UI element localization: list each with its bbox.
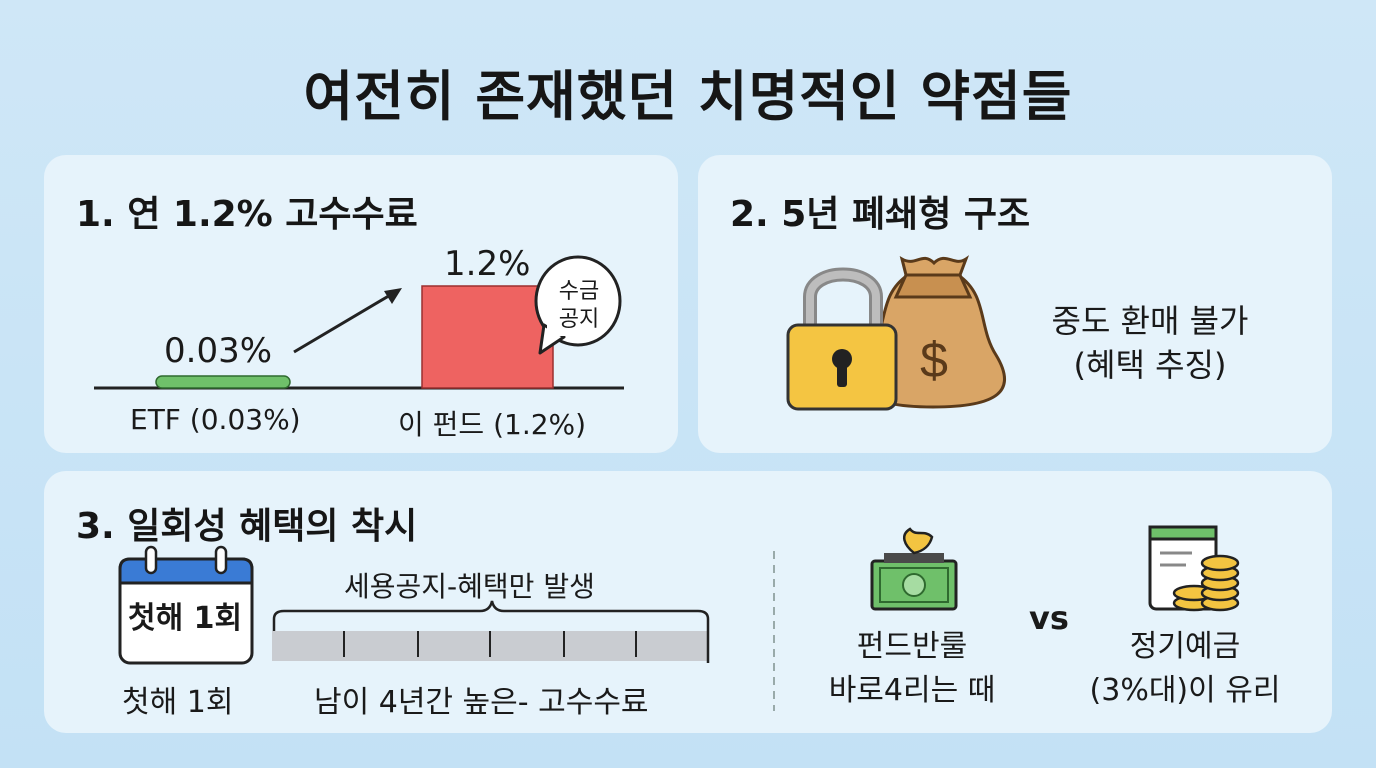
page-title: 여전히 존재했던 치명적인 약점들 (303, 65, 1073, 128)
fund-return-line1: 펀드반룰 (856, 629, 968, 664)
timeline-ticks (343, 631, 637, 657)
calendar-text: 첫해 1회 (128, 601, 243, 636)
vs-label: vs (1029, 599, 1069, 637)
lock-card: 2. 5년 폐쇄형 구조 $ 중도 환매 불가 (혜택 추징) (698, 155, 1332, 453)
bubble-line1: 수금 (558, 279, 600, 304)
lock-line2: (혜택 추징) (1073, 346, 1227, 384)
fee-card: 1. 연 1.2% 고수수료 0.03% 1.2% 수금 공지 ETF (0.0… (44, 155, 678, 453)
once-card: 3. 일회성 혜택의 착시 (44, 471, 1332, 733)
arrow-head-icon (384, 288, 402, 304)
calendar-caption: 첫해 1회 (122, 685, 234, 720)
arrow-line (293, 292, 393, 354)
etf-bar (155, 375, 291, 389)
deposit-line1: 정기예금 (1129, 629, 1241, 664)
etf-value-label: 0.03% (164, 331, 273, 371)
fund-value-label: 1.2% (444, 244, 531, 284)
fee-chart (94, 255, 624, 390)
fund-axis-label: 이 펀드 (1.2%) (398, 408, 587, 441)
fund-bar (421, 285, 554, 389)
once-heading: 3. 일회성 혜택의 착시 (76, 506, 418, 547)
brace (272, 600, 710, 663)
savings-coins-icon (1148, 525, 1240, 612)
fund-return-line2: 바로4리는 때 (828, 673, 996, 708)
speech-bubble-icon (534, 255, 622, 355)
fee-heading: 1. 연 1.2% 고수수료 (76, 194, 418, 235)
timeline-caption: 남이 4년간 높은- 고수수료 (314, 685, 649, 720)
brace-label: 세용공지-혜택만 발생 (344, 570, 595, 603)
deposit-line2: (3%대)이 유리 (1089, 673, 1281, 708)
lock-line1: 중도 환매 불가 (1051, 302, 1249, 340)
calendar-icon (118, 545, 254, 665)
bubble-line2: 공지 (558, 307, 600, 332)
svg-text:$: $ (920, 332, 948, 388)
padlock-icon (786, 267, 898, 411)
cash-refund-icon (870, 527, 958, 611)
lock-heading: 2. 5년 폐쇄형 구조 (730, 194, 1031, 235)
etf-axis-label: ETF (0.03%) (130, 403, 301, 436)
